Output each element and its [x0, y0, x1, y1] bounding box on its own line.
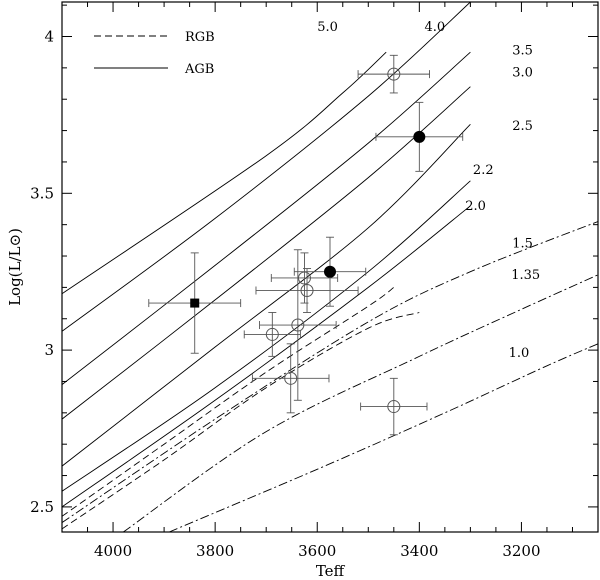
track-label: 2.2: [473, 163, 494, 178]
track-line-1-5: [62, 221, 598, 523]
rgb-track-line: [62, 287, 395, 517]
filled-circle-marker: [324, 265, 336, 278]
open-circle-marker: [265, 327, 279, 341]
track-line-5-0: [62, 51, 387, 295]
track-line-1-0: [169, 343, 598, 532]
track-line-2-5: [62, 123, 471, 467]
legend: RGB AGB: [94, 30, 215, 77]
track-line-4-0: [62, 2, 471, 332]
filled-circle-marker: [413, 130, 426, 143]
open-circle-marker: [297, 271, 311, 285]
observation-point: [375, 101, 464, 172]
y-tick-label: 4: [44, 27, 54, 45]
observation-point: [293, 236, 367, 307]
legend-label-agb: AGB: [184, 62, 214, 77]
track-label: 3.0: [512, 66, 533, 81]
observation-point: [259, 249, 337, 401]
x-tick-label: 3600: [298, 542, 336, 560]
track-line-1-35: [123, 274, 598, 532]
x-axis-title: Teff: [316, 562, 346, 580]
legend-label-rgb: RGB: [185, 30, 215, 45]
y-axis-title: Log(L/L⊙): [6, 228, 24, 306]
track-labels: 5.0 4.0 3.5 3.0 2.5 2.2 2.0 1.5 1.35 1.0: [317, 20, 540, 361]
track-label: 4.0: [424, 20, 445, 35]
rgb-track-line: [62, 312, 420, 530]
observation-point: [243, 312, 301, 357]
track-label: 1.0: [509, 346, 530, 361]
x-tick-label: 3400: [400, 542, 438, 560]
open-circle-marker: [387, 400, 401, 414]
open-circle-marker: [300, 284, 314, 298]
observation-point: [251, 343, 330, 414]
y-tick-label: 3.5: [30, 184, 54, 202]
open-circle-marker: [387, 67, 401, 81]
open-circle-marker: [284, 371, 298, 385]
x-tick-label: 3800: [196, 542, 234, 560]
track-label: 5.0: [317, 20, 338, 35]
y-tick-label: 2.5: [30, 498, 54, 516]
track-label: 1.5: [512, 236, 533, 251]
track-label: 1.35: [511, 268, 540, 283]
observation-point: [360, 377, 428, 436]
x-tick-label: 4000: [94, 542, 132, 560]
track-label: 3.5: [512, 44, 533, 59]
open-circle-marker: [291, 318, 305, 332]
track-line-2-2: [62, 180, 471, 492]
track-label: 2.0: [465, 199, 486, 214]
plot-frame: [61, 1, 599, 533]
track-line-2-0: [62, 205, 471, 508]
filled-square-marker: [190, 298, 200, 308]
observation-point: [148, 252, 242, 354]
axes: 4000 3800 3600 3400 3200 2.5 3 3.5 4: [30, 2, 599, 560]
observation-point: [255, 268, 359, 313]
x-tick-label: 3200: [502, 542, 540, 560]
y-tick-label: 3: [44, 341, 54, 359]
observation-point: [357, 54, 430, 94]
track-label: 2.5: [512, 119, 533, 134]
track-line-3-5: [62, 51, 471, 385]
